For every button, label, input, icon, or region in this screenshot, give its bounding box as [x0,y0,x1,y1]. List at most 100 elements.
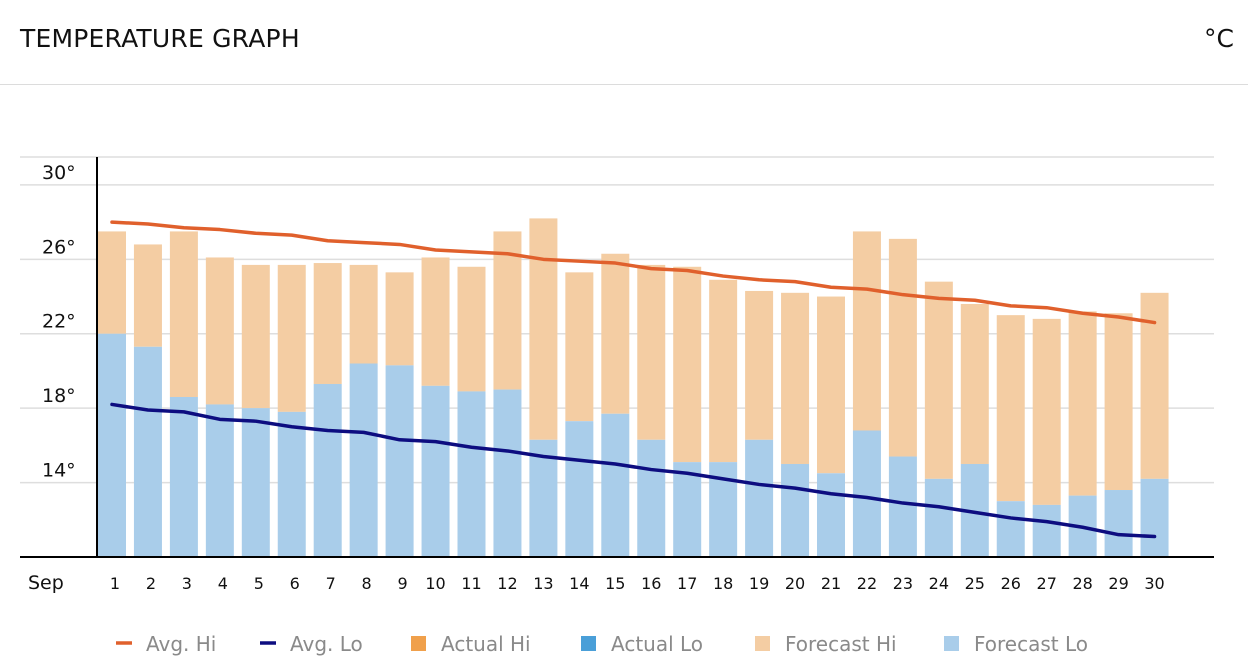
forecast-hi-bar [169,231,198,397]
x-tick-label: 8 [362,574,372,593]
x-tick-label: 19 [749,574,769,593]
forecast-hi-bar [493,231,522,390]
x-tick-label: 4 [218,574,228,593]
forecast-lo-bar [313,383,342,557]
forecast-lo-bar [98,333,126,557]
forecast-lo-bar [493,389,522,557]
legend-avg-hi-label[interactable]: Avg. Hi [146,632,216,656]
forecast-lo-bar [385,365,414,557]
legend-actual-hi-swatch [411,636,426,651]
avg-hi-line [110,220,1157,325]
forecast-hi-bar [313,263,342,384]
x-tick-label: 12 [497,574,517,593]
forecast-lo-bar [996,501,1025,557]
y-tick-label: 18° [42,385,76,407]
legend-avg-lo-label[interactable]: Avg. Lo [290,632,363,656]
x-tick-label: 14 [569,574,589,593]
forecast-hi-bar [888,238,917,457]
forecast-hi-bar [133,244,162,347]
forecast-lo-bar [133,346,162,557]
forecast-hi-bar [781,292,810,464]
legend-forecast-lo-label[interactable]: Forecast Lo [974,632,1088,656]
x-tick-label: 6 [290,574,300,593]
legend-actual-lo-label[interactable]: Actual Lo [611,632,703,656]
forecast-hi-bar [745,290,774,440]
forecast-hi-bar [98,231,126,334]
forecast-hi-bar [852,231,881,431]
y-tick-label: 14° [42,460,76,482]
x-tick-label: 15 [605,574,625,593]
forecast-lo-bar [601,413,630,557]
x-tick-label: 26 [1001,574,1021,593]
forecast-hi-bar [709,279,738,463]
forecast-lo-bar [241,408,270,557]
forecast-lo-bar [888,456,917,557]
y-tick-label: 26° [42,236,76,258]
forecast-lo-bar [457,391,486,557]
x-tick-label: 5 [254,574,264,593]
legend-actual-lo-swatch [581,636,596,651]
x-tick-label: 22 [857,574,877,593]
x-tick-label: 11 [461,574,481,593]
forecast-hi-bar [1068,311,1097,496]
chart-header: TEMPERATURE GRAPH °C [0,0,1248,85]
forecast-hi-bar [960,303,989,464]
forecast-lo-bar [852,430,881,557]
x-tick-label: 13 [533,574,553,593]
x-tick-label: 21 [821,574,841,593]
x-tick-label: 29 [1108,574,1128,593]
forecast-lo-bar [781,463,810,557]
legend-forecast-lo-swatch [944,636,959,651]
x-tick-label: 28 [1072,574,1092,593]
x-tick-label: 7 [326,574,336,593]
forecast-hi-bar [457,266,486,392]
forecast-hi-bar [421,257,450,386]
forecast-lo-bar [205,404,234,557]
x-tick-label: 16 [641,574,661,593]
forecast-lo-bar [817,473,845,557]
x-tick-label: 20 [785,574,805,593]
forecast-lo-bar [169,397,198,557]
legend-forecast-hi-label[interactable]: Forecast Hi [785,632,897,656]
forecast-hi-bar [637,264,666,440]
x-tick-label: 3 [182,574,192,593]
unit-toggle[interactable]: °C [1204,24,1234,53]
forecast-lo-bar [421,385,450,557]
x-tick-label: 23 [893,574,913,593]
forecast-hi-bar [1032,318,1061,505]
forecast-hi-bar [385,272,414,366]
forecast-hi-bar [1104,313,1133,491]
x-tick-label: 18 [713,574,733,593]
forecast-hi-bar [673,266,702,463]
x-tick-label: 27 [1037,574,1057,593]
forecast-hi-bar [349,264,378,364]
forecast-lo-bar [277,411,306,557]
legend-forecast-hi-swatch [755,636,770,651]
forecast-hi-bar [277,264,306,412]
forecast-hi-bar [529,218,558,440]
forecast-lo-bar [1140,478,1169,557]
forecast-lo-bar [529,439,558,557]
x-tick-label: 2 [146,574,156,593]
forecast-lo-bar [1104,490,1133,557]
x-tick-label: 10 [425,574,445,593]
forecast-lo-bar [1032,504,1061,557]
forecast-hi-bar [924,281,953,479]
forecast-hi-bar [601,253,630,414]
x-axis-month-label: Sep [28,572,64,594]
x-tick-label: 25 [965,574,985,593]
forecast-lo-bar [565,421,594,557]
x-tick-label: 9 [398,574,408,593]
forecast-lo-bar [924,478,953,557]
x-tick-label: 17 [677,574,697,593]
legend-actual-hi-label[interactable]: Actual Hi [441,632,531,656]
avg-lo-line [110,402,1157,539]
y-tick-label: 30° [42,162,76,184]
forecast-hi-bar [205,257,234,405]
forecast-hi-bar [565,272,594,422]
forecast-lo-bar [745,439,774,557]
x-tick-label: 1 [110,574,120,593]
page-title: TEMPERATURE GRAPH [20,24,300,53]
forecast-lo-bar [637,439,666,557]
